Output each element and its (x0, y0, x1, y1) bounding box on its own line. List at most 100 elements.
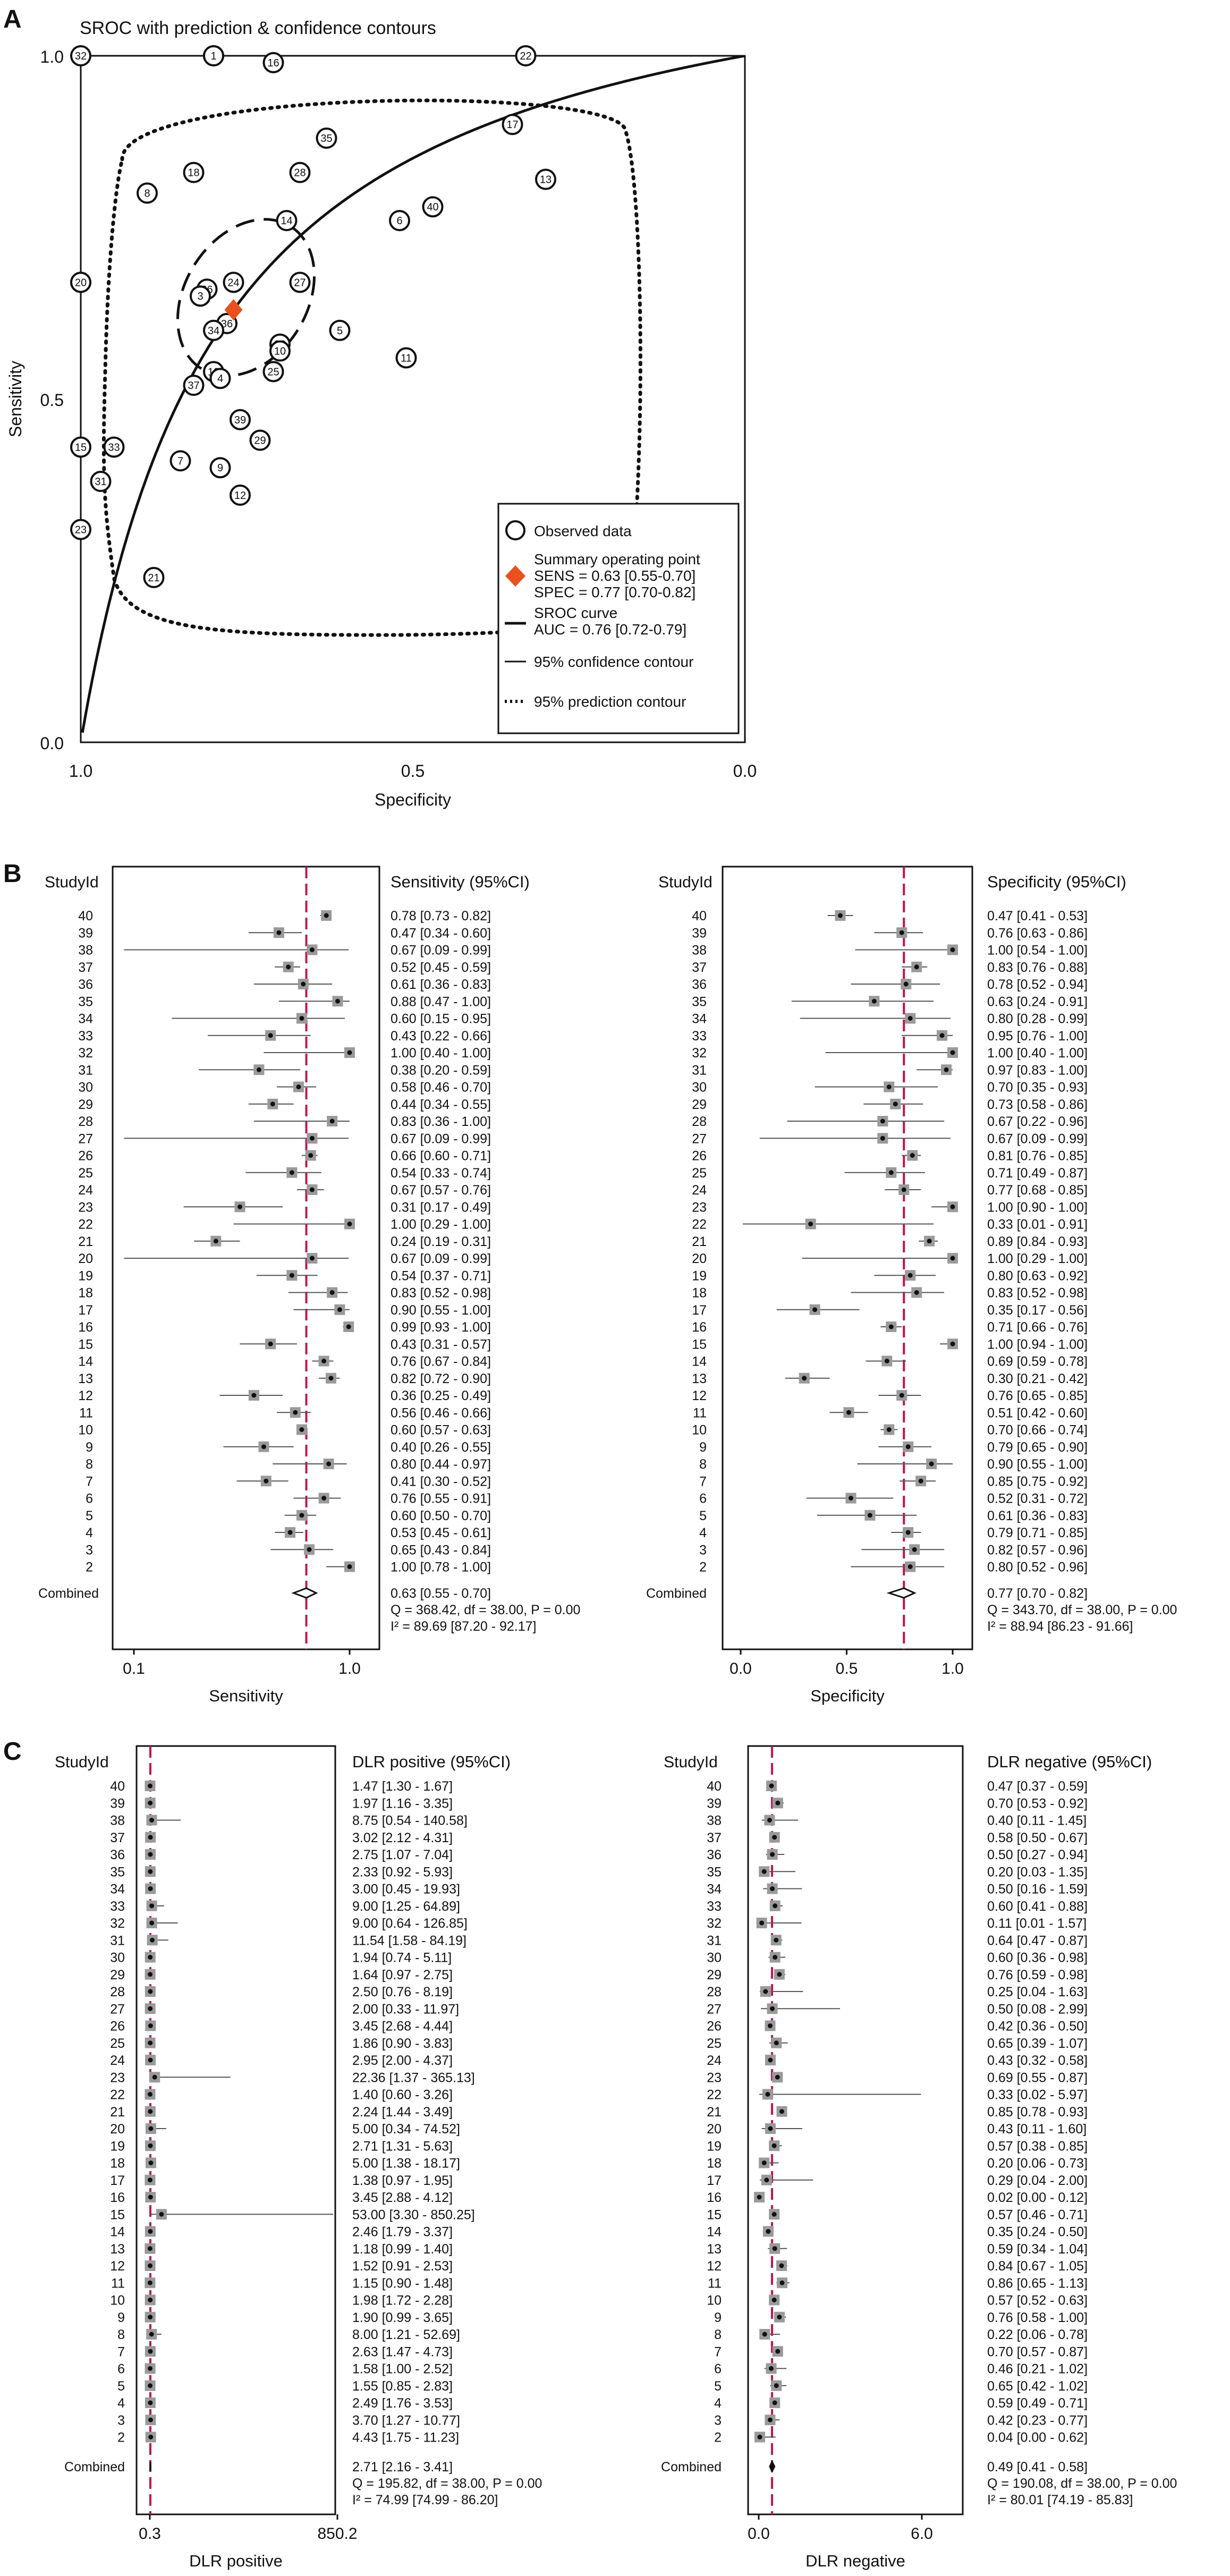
panel-letter-a: A (3, 5, 22, 33)
study-row: 21 0.89 [0.84 - 0.93] (692, 1234, 1088, 1249)
study-estimate-label: 0.83 [0.52 - 0.98] (391, 1286, 491, 1301)
study-row: 23 1.00 [0.90 - 1.00] (692, 1200, 1088, 1215)
sroc-study-circle (137, 182, 158, 204)
study-estimate-label: 0.77 [0.68 - 0.85] (987, 1183, 1088, 1198)
sroc-study-point: 28 (289, 162, 311, 183)
study-estimate-label: 0.53 [0.45 - 0.61] (391, 1526, 491, 1540)
study-estimate-label: 0.47 [0.34 - 0.60] (391, 926, 491, 940)
x-axis-label: Sensitivity (209, 1687, 283, 1705)
study-point-estimate (950, 1204, 955, 1209)
study-id: 25 (692, 1166, 707, 1181)
study-point-estimate (774, 2383, 779, 2388)
study-row: 38 0.67 [0.09 - 0.99] (78, 943, 491, 958)
study-estimate-label: 0.50 [0.08 - 2.99] (987, 2002, 1088, 2016)
study-point-estimate (148, 2298, 153, 2302)
study-id: 34 (692, 1012, 707, 1027)
study-row: 36 0.50 [0.27 - 0.94] (707, 1848, 1088, 1862)
sroc-study-point: 32 (70, 45, 91, 66)
study-estimate-label: 0.85 [0.75 - 0.92] (987, 1474, 1088, 1489)
study-point-estimate (329, 1118, 335, 1124)
study-row: 25 0.65 [0.39 - 1.07] (707, 2036, 1088, 2051)
study-row: 40 0.78 [0.73 - 0.82] (78, 909, 491, 923)
study-point-estimate (899, 1393, 904, 1398)
study-point-estimate (761, 2160, 767, 2165)
study-estimate-label: 0.83 [0.36 - 1.00] (391, 1114, 491, 1129)
study-estimate-label: 0.60 [0.15 - 0.95] (391, 1012, 491, 1027)
study-id: 2 (714, 2430, 722, 2445)
sroc-study-point: 13 (535, 168, 556, 190)
study-id: 12 (78, 1388, 93, 1403)
study-point-estimate (299, 1427, 304, 1432)
study-estimate-label: 2.50 [0.76 - 8.19] (352, 1985, 453, 1999)
sroc-study-point: 37 (183, 375, 205, 396)
study-id: 21 (707, 2105, 722, 2120)
study-id: 17 (78, 1303, 93, 1318)
study-point-estimate (903, 981, 909, 987)
study-point-estimate (761, 1869, 767, 1874)
study-estimate-label: 0.61 [0.36 - 0.83] (391, 977, 491, 992)
study-estimate-label: 9.00 [0.64 - 126.85] (352, 1916, 468, 1931)
study-row: 14 0.35 [0.24 - 0.50] (707, 2225, 1088, 2240)
study-point-estimate (770, 1852, 775, 1857)
study-estimate-label: 1.58 [1.00 - 2.52] (352, 2362, 453, 2377)
study-row: 31 0.38 [0.20 - 0.59] (78, 1063, 491, 1078)
study-id: 33 (78, 1029, 93, 1044)
heterogeneity-i2-text: I² = 74.99 [74.99 - 86.20] (352, 2493, 498, 2507)
study-id: 22 (78, 1217, 93, 1232)
study-row: 13 0.30 [0.21 - 0.42] (692, 1371, 1088, 1386)
study-estimate-label: 0.35 [0.17 - 0.56] (987, 1303, 1088, 1318)
study-point-estimate (329, 1290, 335, 1295)
study-estimate-label: 0.51 [0.42 - 0.60] (987, 1405, 1088, 1420)
study-point-estimate (148, 1955, 153, 1960)
sroc-study-id: 31 (95, 476, 106, 488)
study-id: 19 (707, 2139, 722, 2154)
study-point-estimate (289, 1170, 294, 1175)
forest-specificity: StudyId Specificity (95%CI) 40 0.47 [0.41 -… (646, 866, 1177, 1705)
study-id: 8 (714, 2327, 722, 2342)
study-row: 13 1.18 [0.99 - 1.40] (110, 2242, 453, 2257)
study-estimate-label: 0.81 [0.76 - 0.85] (987, 1149, 1088, 1164)
study-estimate-label: 0.36 [0.25 - 0.49] (391, 1388, 491, 1403)
study-estimate-label: 0.67 [0.09 - 0.99] (391, 943, 491, 958)
study-id: 26 (707, 2019, 722, 2034)
study-estimate-label: 0.67 [0.22 - 0.96] (987, 1114, 1088, 1129)
study-row: 35 2.33 [0.92 - 5.93] (110, 1865, 453, 1879)
study-estimate-label: 0.76 [0.63 - 0.86] (987, 926, 1088, 940)
study-estimate-label: 0.70 [0.53 - 0.92] (987, 1796, 1088, 1811)
confidence-contour (176, 218, 316, 377)
study-row: 19 0.80 [0.63 - 0.92] (692, 1268, 1088, 1283)
study-point-estimate (757, 2435, 762, 2439)
study-estimate-label: 1.86 [0.90 - 3.83] (352, 2036, 453, 2051)
study-row: 10 0.60 [0.57 - 0.63] (78, 1423, 491, 1438)
forest-sensitivity: StudyId Sensitivity (95%CI) 40 0.78 [0.73 -… (38, 866, 580, 1705)
study-estimate-label: 0.43 [0.22 - 0.66] (391, 1029, 491, 1044)
study-point-estimate (147, 2177, 152, 2183)
study-row: 9 0.40 [0.26 - 0.55] (86, 1440, 491, 1455)
sroc-study-id: 10 (274, 346, 286, 358)
study-estimate-label: 0.43 [0.11 - 1.60] (987, 2122, 1087, 2137)
study-id: 17 (707, 2173, 722, 2188)
study-estimate-label: 2.49 [1.76 - 3.53] (352, 2396, 453, 2411)
study-estimate-label: 0.69 [0.55 - 0.87] (987, 2070, 1088, 2085)
study-point-estimate (147, 2092, 152, 2097)
sroc-study-circle (70, 45, 91, 66)
study-row: 32 1.00 [0.40 - 1.00] (78, 1046, 491, 1061)
sroc-study-circle (183, 162, 205, 183)
study-row: 12 1.52 [0.91 - 2.53] (110, 2259, 453, 2274)
study-estimate-label: 0.79 [0.65 - 0.90] (987, 1440, 1088, 1455)
study-id: 16 (110, 2190, 125, 2205)
x-tick-label: 0.3 (139, 2525, 161, 2543)
study-estimate-label: 3.02 [2.12 - 4.31] (352, 1831, 453, 1845)
study-id: 37 (78, 960, 93, 975)
study-row: 5 0.65 [0.42 - 1.02] (714, 2379, 1088, 2394)
x-tick-label: 850.2 (317, 2525, 357, 2543)
study-row: 28 2.50 [0.76 - 8.19] (110, 1985, 453, 1999)
study-row: 39 0.47 [0.34 - 0.60] (78, 926, 491, 940)
study-id: 40 (692, 909, 707, 923)
study-estimate-label: 0.82 [0.57 - 0.96] (987, 1543, 1088, 1557)
combined-label: Combined (38, 1586, 99, 1601)
study-id: 19 (692, 1268, 707, 1283)
study-estimate-label: 1.00 [0.78 - 1.00] (391, 1560, 491, 1575)
x-axis-label: Specificity (810, 1687, 885, 1705)
study-estimate-label: 0.65 [0.39 - 1.07] (987, 2036, 1088, 2051)
